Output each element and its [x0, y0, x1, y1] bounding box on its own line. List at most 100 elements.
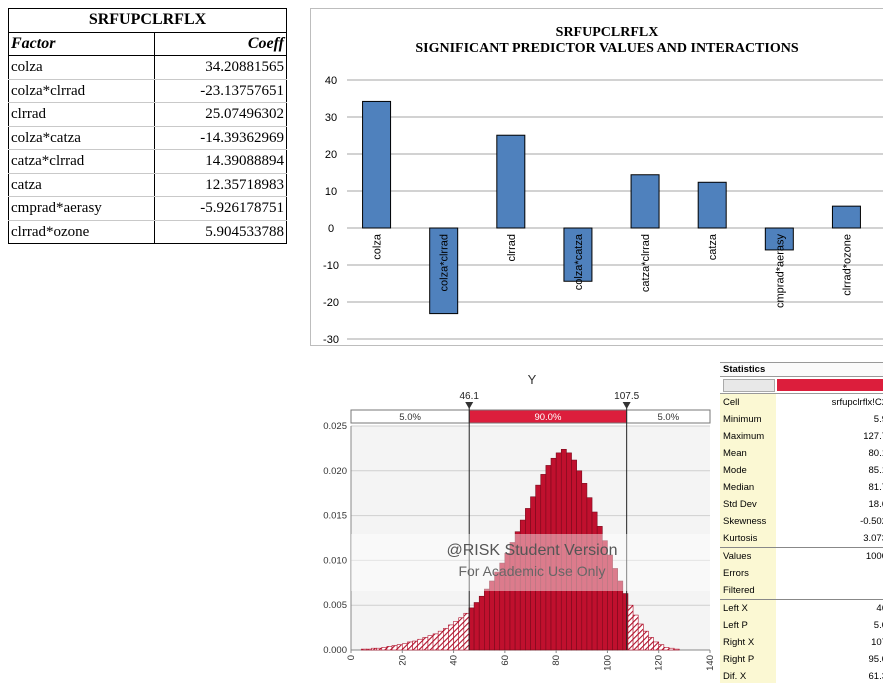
watermark-line-1: @RISK Student Version — [447, 542, 618, 559]
statistic-value: 127.7 — [863, 428, 883, 445]
table-title: SRFUPCLRFLX — [9, 9, 287, 33]
histogram-bar — [489, 581, 494, 650]
histogram-bar — [648, 637, 653, 650]
statistic-value: 85.1 — [869, 462, 883, 479]
y-tick-label: 0.000 — [323, 645, 347, 656]
histogram-bar — [669, 648, 674, 650]
histogram-bar — [392, 646, 397, 650]
category-label: catza — [707, 233, 719, 260]
histogram-bar — [433, 634, 438, 650]
histogram-bar — [623, 594, 628, 650]
statistic-label: Std Dev — [720, 496, 776, 513]
y-tick-label: 40 — [325, 75, 337, 87]
distribution-title: Y — [528, 372, 537, 387]
histogram-bar — [628, 605, 633, 650]
histogram-bar — [413, 641, 418, 650]
statistics-panel: Statistics Cellsrfupclrflx!C2Minimum5.9M… — [720, 362, 883, 683]
statistic-label: Right P — [720, 651, 776, 668]
factor-cell: clrrad — [9, 103, 155, 127]
statistic-label: Left X — [720, 600, 776, 617]
statistic-label: Filtered — [720, 582, 776, 599]
statistic-label: Mean — [720, 445, 776, 462]
category-label: cmprad*aerasy — [774, 234, 786, 308]
statistics-row: Left X46 — [720, 599, 883, 617]
statistics-row: Right X107 — [720, 634, 883, 651]
category-label: colza*clrrad — [439, 234, 451, 291]
statistic-value: 80.1 — [869, 445, 883, 462]
factor-cell: catza*clrrad — [9, 150, 155, 174]
x-tick-label: 60 — [500, 655, 511, 666]
left-delimiter-value: 46.1 — [459, 391, 479, 402]
swatch-blank — [723, 379, 775, 392]
x-tick-label: 0 — [346, 655, 357, 660]
histogram-bar — [418, 639, 423, 650]
statistic-label: Values — [720, 548, 776, 565]
y-tick-label: 0.015 — [323, 511, 347, 522]
histogram-bar — [618, 581, 623, 650]
bar — [698, 182, 726, 228]
statistics-row: Right P95.0 — [720, 651, 883, 668]
statistics-row: Skewness-0.502 — [720, 513, 883, 530]
right-delimiter-handle[interactable] — [623, 402, 631, 409]
x-tick-label: 20 — [397, 655, 408, 666]
bar — [497, 135, 525, 228]
bar — [363, 101, 391, 228]
chart-title: SRFUPCLRFLX — [556, 25, 659, 40]
histogram-bar — [659, 645, 664, 650]
bar — [631, 175, 659, 228]
histogram-bar — [387, 646, 392, 650]
histogram-bar — [423, 637, 428, 650]
statistic-label: Left P — [720, 617, 776, 634]
category-label: clrrad — [506, 234, 518, 262]
y-tick-label: -30 — [323, 334, 339, 346]
statistic-value: 1000 — [866, 548, 883, 565]
statistic-label: Cell — [720, 394, 776, 411]
statistic-value: -0.502 — [860, 513, 883, 530]
histogram-bar — [484, 589, 489, 650]
histogram-bar — [633, 615, 638, 650]
left-delimiter-handle[interactable] — [465, 402, 473, 409]
histogram-bar — [407, 642, 412, 650]
series-swatch — [777, 379, 883, 391]
right-percent-label: 5.0% — [658, 412, 680, 423]
y-tick-label: -10 — [323, 260, 339, 272]
chart-subtitle: SIGNIFICANT PREDICTOR VALUES AND INTERAC… — [415, 41, 798, 56]
category-label: clrrad*ozone — [841, 234, 853, 296]
statistic-label: Dif. X — [720, 668, 776, 683]
coeff-cell: 34.20881565 — [155, 56, 287, 80]
category-label: catza*clrrad — [640, 234, 652, 292]
histogram-bar — [397, 645, 402, 650]
histogram-bar — [372, 648, 377, 650]
table-row: colza*clrrad-23.13757651 — [9, 79, 287, 103]
histogram-bar — [469, 608, 474, 650]
x-tick-label: 80 — [551, 655, 562, 666]
histogram-bar — [474, 603, 479, 650]
coeff-cell: 14.39088894 — [155, 150, 287, 174]
coeff-cell: -23.13757651 — [155, 79, 287, 103]
histogram-bar — [428, 636, 433, 650]
histogram-bar — [361, 649, 366, 650]
histogram-bar — [674, 649, 679, 650]
chart-gridlines — [347, 80, 883, 339]
statistic-value: 5.0 — [874, 617, 883, 634]
coeff-cell: 5.904533788 — [155, 220, 287, 244]
bar — [832, 206, 860, 228]
predictor-bar-chart: SRFUPCLRFLX SIGNIFICANT PREDICTOR VALUES… — [310, 8, 883, 346]
factor-cell: colza — [9, 56, 155, 80]
factor-cell: colza*clrrad — [9, 79, 155, 103]
histogram-bar — [638, 624, 643, 650]
statistic-value: 107 — [871, 634, 883, 651]
statistics-row: Left P 5.0 — [720, 617, 883, 634]
